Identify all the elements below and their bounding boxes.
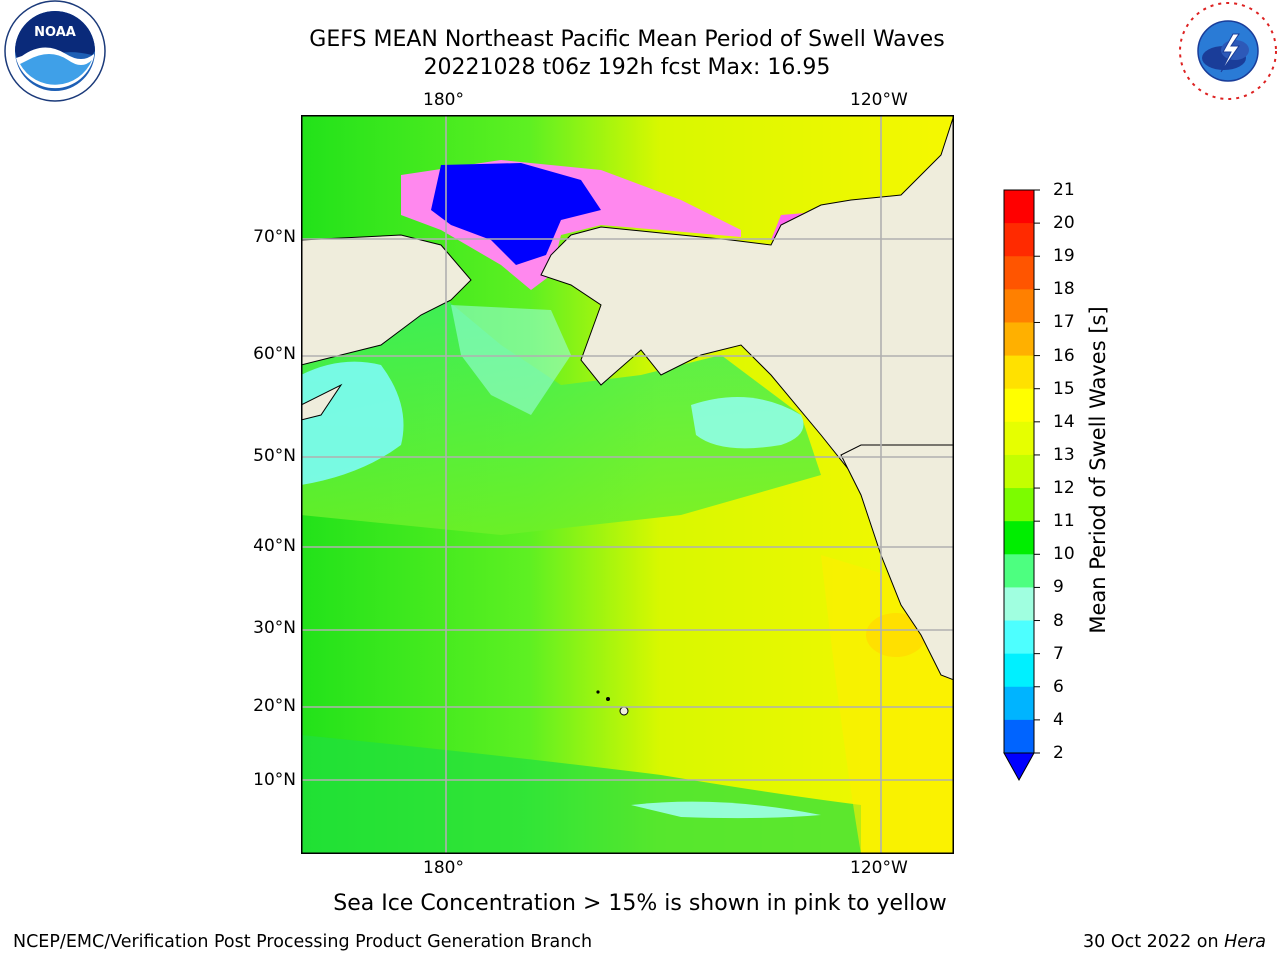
colorbar-bin: [1004, 223, 1034, 257]
colorbar-bin: [1004, 355, 1034, 390]
noaa-logo-text: NOAA: [34, 25, 76, 40]
colorbar-bin: [1004, 653, 1034, 688]
colorbar-bin: [1004, 421, 1034, 456]
map-title: GEFS MEAN Northeast Pacific Mean Period …: [309, 27, 945, 52]
map-panel: [301, 115, 954, 854]
lat-label-50n: 50°N: [253, 446, 296, 466]
lon-label-bottom-120w: 120°W: [850, 858, 908, 878]
nws-logo: [1179, 2, 1277, 100]
colorbar-tick-label: 13: [1053, 444, 1075, 465]
siberia-landmass: [301, 234, 472, 366]
gulf-alaska-low-period-region: [691, 397, 804, 449]
colorbar-bin: [1004, 388, 1034, 423]
colorbar-extension: [1003, 752, 1035, 782]
colorbar-tick-label: 11: [1053, 511, 1075, 532]
colorbar-tick-label: 10: [1053, 544, 1075, 565]
colorbar-bin: [1004, 190, 1034, 224]
colorbar-tick-label: 18: [1053, 279, 1075, 300]
lat-label-40n: 40°N: [253, 536, 296, 556]
south-green-region: [301, 735, 861, 854]
lat-label-60n: 60°N: [253, 344, 296, 364]
colorbar-tick-label: 16: [1053, 345, 1075, 366]
colorbar-bin: [1004, 454, 1034, 489]
colorbar-tick-label: 20: [1053, 213, 1075, 234]
colorbar-bin: [1004, 256, 1034, 290]
lon-label-top-120w: 120°W: [850, 90, 908, 110]
lat-label-70n: 70°N: [253, 227, 296, 247]
lon-label-bottom-180: 180°: [423, 858, 464, 878]
colorbar-bin: [1004, 521, 1034, 555]
hawaii-island: [596, 690, 600, 694]
colorbar-bin: [1004, 554, 1034, 588]
sea-ice-footnote: Sea Ice Concentration > 15% is shown in …: [333, 891, 947, 916]
colorbar-bin: [1004, 719, 1034, 754]
colorbar-tick-label: 19: [1053, 246, 1075, 267]
lat-label-10n: 10°N: [253, 770, 296, 790]
colorbar-tick-label: 15: [1053, 378, 1075, 399]
colorbar-bin: [1004, 488, 1034, 522]
colorbar-tick-label: 21: [1053, 180, 1075, 200]
colorbar-tick-label: 7: [1053, 643, 1064, 664]
equatorial-cyan-streak: [631, 801, 821, 819]
north-swell-region: [301, 295, 821, 535]
colorbar-bin: [1004, 620, 1034, 655]
colorbar-bin: [1004, 322, 1034, 357]
lon-label-top-180: 180°: [423, 90, 464, 110]
lat-label-20n: 20°N: [253, 696, 296, 716]
colorbar-tick-label: 12: [1053, 478, 1075, 499]
colorbar-bin: [1004, 289, 1034, 323]
colorbar-bin: [1004, 686, 1034, 721]
central-cyan-region: [451, 305, 571, 415]
footer-credit: NCEP/EMC/Verification Post Processing Pr…: [13, 932, 593, 952]
footer-date: 30 Oct 2022 on Hera: [1083, 932, 1266, 952]
footer-date-text: 30 Oct 2022 on: [1083, 932, 1225, 952]
colorbar-tick-label: 2: [1053, 743, 1064, 763]
colorbar-tick-label: 9: [1053, 577, 1064, 598]
colorbar-tick-label: 14: [1053, 411, 1075, 432]
hawaii-island: [619, 706, 629, 716]
colorbar-tick-label: 17: [1053, 312, 1075, 333]
colorbar-bin: [1004, 587, 1034, 622]
noaa-logo: NOAA: [4, 0, 106, 102]
kamchatka-coast: [301, 383, 343, 421]
colorbar-tick-label: 6: [1053, 676, 1064, 697]
arctic-low-period-region: [431, 163, 601, 265]
lat-label-30n: 30°N: [253, 618, 296, 638]
colorbar-tick-label: 8: [1053, 610, 1064, 631]
graticule: [301, 115, 954, 854]
hawaii-island: [606, 697, 610, 701]
footer-machine: Hera: [1224, 932, 1266, 952]
map-subtitle: 20221028 t06z 192h fcst Max: 16.95: [423, 55, 831, 80]
colorbar-tick-label: 4: [1053, 709, 1064, 730]
colorbar-title: Mean Period of Swell Waves [s]: [1086, 306, 1110, 634]
alaska-landmass: [540, 115, 954, 486]
colorbar: [1003, 189, 1040, 782]
